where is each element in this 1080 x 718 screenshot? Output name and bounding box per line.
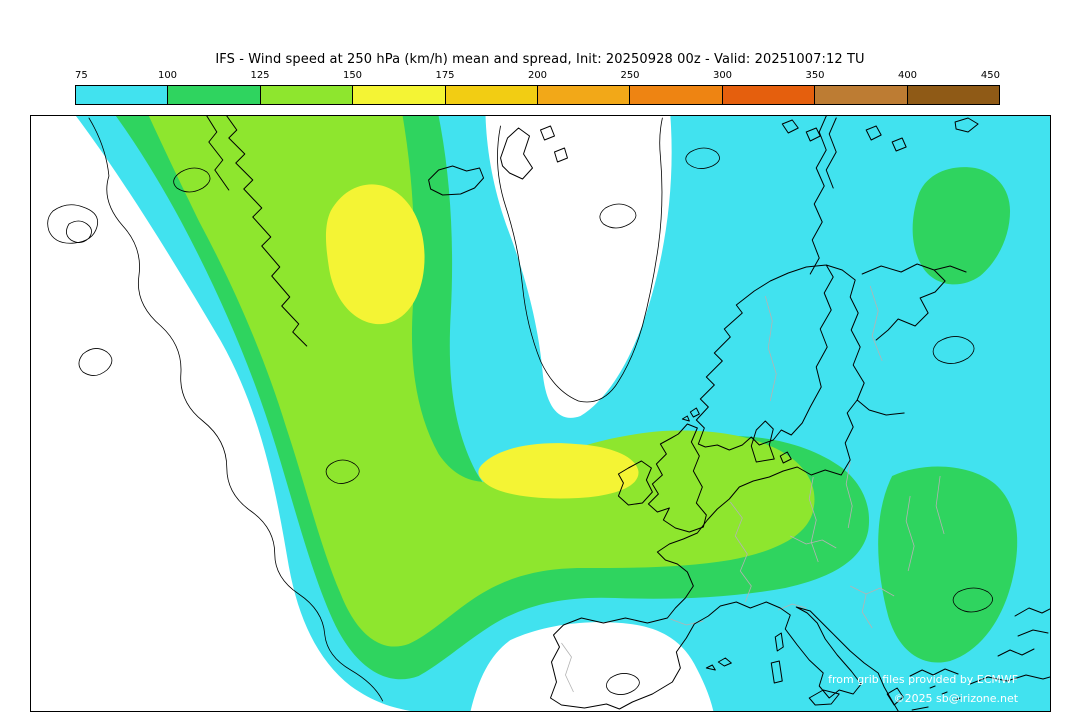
low-wind-region-iberia xyxy=(470,622,714,711)
coastline-continental-europe-mediterranean xyxy=(549,470,1050,711)
credit-ecmwf: from grib files provided by ECMWF xyxy=(828,673,1018,686)
colorbar-tick-label: 400 xyxy=(897,70,918,81)
low-wind-region-norwegian-sea xyxy=(485,116,672,418)
country-borders xyxy=(561,285,945,693)
colorbar-tick-row: 75 100 125 150 175 200 250 300 350 400 450 xyxy=(75,70,1000,83)
colorbar-tick-label: 300 xyxy=(712,70,733,81)
colorbar-bar xyxy=(75,85,1000,105)
coastline-british-isles xyxy=(617,407,707,533)
colorbar-tick-label: 250 xyxy=(620,70,640,81)
colorbar-segment xyxy=(538,86,631,104)
colorbar-segment xyxy=(907,86,1000,104)
coastlines xyxy=(206,116,1050,711)
colorbar-tick-label: 125 xyxy=(250,70,270,81)
colorbar-tick-label: 175 xyxy=(435,70,455,81)
colorbar-tick-label: 75 xyxy=(75,70,88,81)
colorbar: 75 100 125 150 175 200 250 300 350 400 450 xyxy=(75,70,1000,105)
fill-region-125-150-jet-core xyxy=(148,116,815,647)
colorbar-tick-label: 450 xyxy=(980,70,1000,81)
colorbar-tick-label: 200 xyxy=(527,70,548,81)
colorbar-segment xyxy=(76,86,169,104)
map-frame: from grib files provided by ECMWF ©2025 … xyxy=(30,115,1051,712)
low-wind-region-west xyxy=(31,116,411,711)
fill-region-100-125-east-patch xyxy=(878,466,1018,663)
colorbar-segment xyxy=(168,86,261,104)
colorbar-segment xyxy=(260,86,354,104)
colorbar-segment xyxy=(815,86,908,104)
coastline-scandinavia-baltic xyxy=(695,263,967,476)
weather-map: from grib files provided by ECMWF ©2025 … xyxy=(31,116,1050,711)
spread-contour-lines xyxy=(47,117,993,702)
fill-region-150-175-atlantic-core xyxy=(478,443,639,499)
colorbar-tick-label: 350 xyxy=(805,70,825,81)
colorbar-tick-label: 150 xyxy=(342,70,363,81)
colorbar-tick-label: 100 xyxy=(157,70,178,81)
page-title: IFS - Wind speed at 250 hPa (km/h) mean … xyxy=(215,52,865,67)
fill-region-150-175-north-core xyxy=(325,184,425,325)
border-lines xyxy=(561,285,945,693)
colorbar-segment xyxy=(445,86,539,104)
map-credits: from grib files provided by ECMWF ©2025 … xyxy=(828,673,1019,705)
coastline-arctic-greenland-iceland xyxy=(206,116,979,347)
spread-contours xyxy=(47,117,993,702)
colorbar-segment xyxy=(630,86,723,104)
colorbar-segment xyxy=(722,86,816,104)
colorbar-segment xyxy=(353,86,446,104)
credit-copyright: ©2025 sb@irizone.net xyxy=(894,692,1019,705)
fill-region-100-125-northeast-patch xyxy=(912,167,1011,285)
